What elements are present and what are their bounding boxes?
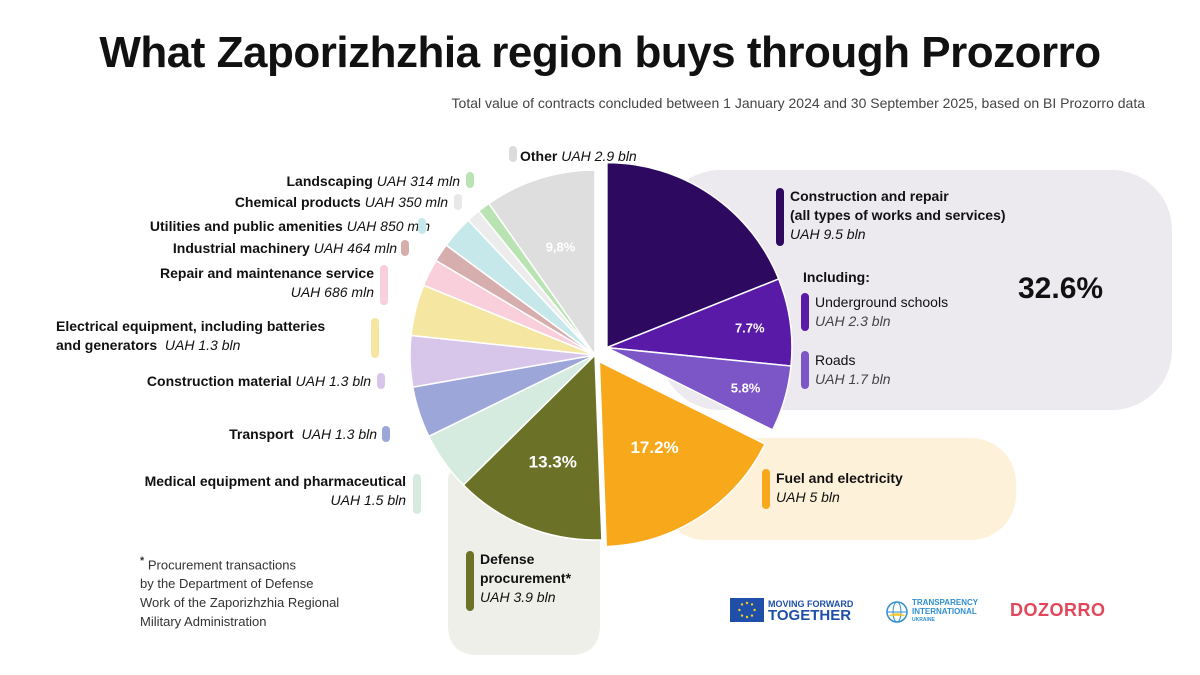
label-medical-name: Medical equipment and pharmaceutical [144,473,406,489]
ti-text-2: INTERNATIONAL [912,607,977,616]
footnote-line-1: Procurement transactions [147,557,296,573]
label-landscaping-value: UAH 314 mln [376,173,460,189]
eu-flag-icon [730,598,764,622]
label-medical: Medical equipment and pharmaceutical UAH… [145,472,406,510]
footnote-line-3: Work of the Zaporizhzhia Regional [140,595,340,611]
label-industrial: Industrial machinery UAH 464 mln [173,239,397,258]
including-text: Including: [803,269,870,285]
slice-fuel-label: 17.2% [630,438,678,457]
footnote-line-4: Military Administration [140,614,267,630]
label-construction: Construction and repair (all types of wo… [790,187,1006,244]
slice-label-12: 9,8% [546,240,576,255]
label-repair-name: Repair and maintenance service [160,265,374,281]
label-other: Other UAH 2.9 bln [520,147,637,166]
footnote: * Procurement transactions by the Depart… [140,552,339,631]
label-chemical-value: UAH 350 mln [364,194,448,210]
label-fuel-name: Fuel and electricity [776,470,903,486]
chip-electrical [371,318,379,358]
label-transport-value: UAH 1.3 bln [301,426,377,442]
label-fuel-value: UAH 5 bln [776,489,840,505]
chip-other [509,146,517,162]
label-electrical-value: UAH 1.3 bln [164,337,241,353]
slice-sub-label-0: 7.7% [735,320,765,335]
chip-underground [801,293,809,331]
label-roads-value: UAH 1.7 bln [815,371,891,387]
slice-sub-1 [606,346,792,431]
label-chemical: Chemical products UAH 350 mln [235,193,448,212]
label-construction-line1: Construction and repair [790,188,949,204]
chip-chemical [454,194,462,210]
label-including: Including: [803,268,870,287]
label-defense-value: UAH 3.9 bln [480,589,556,605]
slice-12 [487,169,596,358]
label-roads-name: Roads [815,352,856,368]
eu-text-1: MOVING FORWARD [768,599,854,609]
dozorro-logo: DOZORRO [1010,600,1106,621]
eu-text-2: TOGETHER [768,607,852,624]
slice-construction [606,161,780,349]
label-landscaping-name: Landscaping [286,173,373,189]
page-subtitle: Total value of contracts concluded betwe… [451,95,1145,111]
chip-construction [776,188,784,246]
dozorro-text: DOZORRO [1010,600,1106,620]
label-roads: Roads UAH 1.7 bln [815,351,890,389]
ti-logo: TRANSPARENCY INTERNATIONAL UKRAINE [886,598,978,625]
page-title: What Zaporizhzhia region buys through Pr… [99,28,1101,77]
label-construction-material-name: Construction material [146,373,292,389]
label-fuel: Fuel and electricity UAH 5 bln [776,469,903,507]
label-repair: Repair and maintenance service UAH 686 m… [160,264,374,302]
slice-sub-label-1: 5.8% [731,381,761,396]
label-construction-line2: (all types of works and services) [790,207,1006,223]
chip-fuel [762,469,770,509]
eu-logo: MOVING FORWARD TOGETHER [730,598,854,624]
label-landscaping: Landscaping UAH 314 mln [286,172,460,191]
label-other-name: Other [520,148,558,164]
chip-repair [380,265,388,305]
chip-utilities [418,218,426,234]
label-construction-material-value: UAH 1.3 bln [295,373,371,389]
label-utilities-name: Utilities and public amenities [149,218,343,234]
label-defense: Defense procurement* UAH 3.9 bln [480,550,571,607]
chip-defense [466,551,474,611]
chip-roads [801,351,809,389]
footnote-mark: * [140,555,145,567]
label-transport-name: Transport [229,426,294,442]
footnote-line-2: by the Department of Defense [140,576,314,592]
label-construction-value: UAH 9.5 bln [790,226,866,242]
label-electrical-line1: Electrical equipment, including batterie… [56,318,326,334]
chip-transport [382,426,390,442]
chip-construction-material [377,373,385,389]
label-medical-value: UAH 1.5 bln [330,492,406,508]
chip-medical [413,474,421,514]
chip-industrial [401,240,409,256]
label-utilities-value: UAH 850 mln [346,218,430,234]
label-industrial-name: Industrial machinery [172,240,310,256]
label-other-value: UAH 2.9 bln [561,148,637,164]
ti-globe-icon [886,600,908,623]
label-electrical-line2: and generators [56,337,158,353]
chip-landscaping [466,172,474,188]
slice-label-2: 13.3% [529,453,577,472]
label-defense-line1: Defense [480,551,535,567]
label-underground-value: UAH 2.3 bln [815,313,891,329]
label-industrial-value: UAH 464 mln [313,240,397,256]
ti-text-1: TRANSPARENCY [912,598,979,607]
slice-fuel [598,360,767,548]
construction-total-percent: 32.6% [1018,272,1104,305]
label-underground-name: Underground schools [815,294,949,310]
label-chemical-name: Chemical products [234,194,361,210]
label-underground: Underground schools UAH 2.3 bln [815,293,948,331]
ti-text-3: UKRAINE [912,617,935,623]
label-defense-line2: procurement* [480,570,572,586]
label-utilities: Utilities and public amenities UAH 850 m… [150,217,430,236]
label-repair-value: UAH 686 mln [290,284,374,300]
label-electrical: Electrical equipment, including batterie… [56,317,325,355]
label-transport: Transport UAH 1.3 bln [229,425,377,444]
slice-2 [462,353,603,541]
label-construction-material: Construction material UAH 1.3 bln [147,372,371,391]
